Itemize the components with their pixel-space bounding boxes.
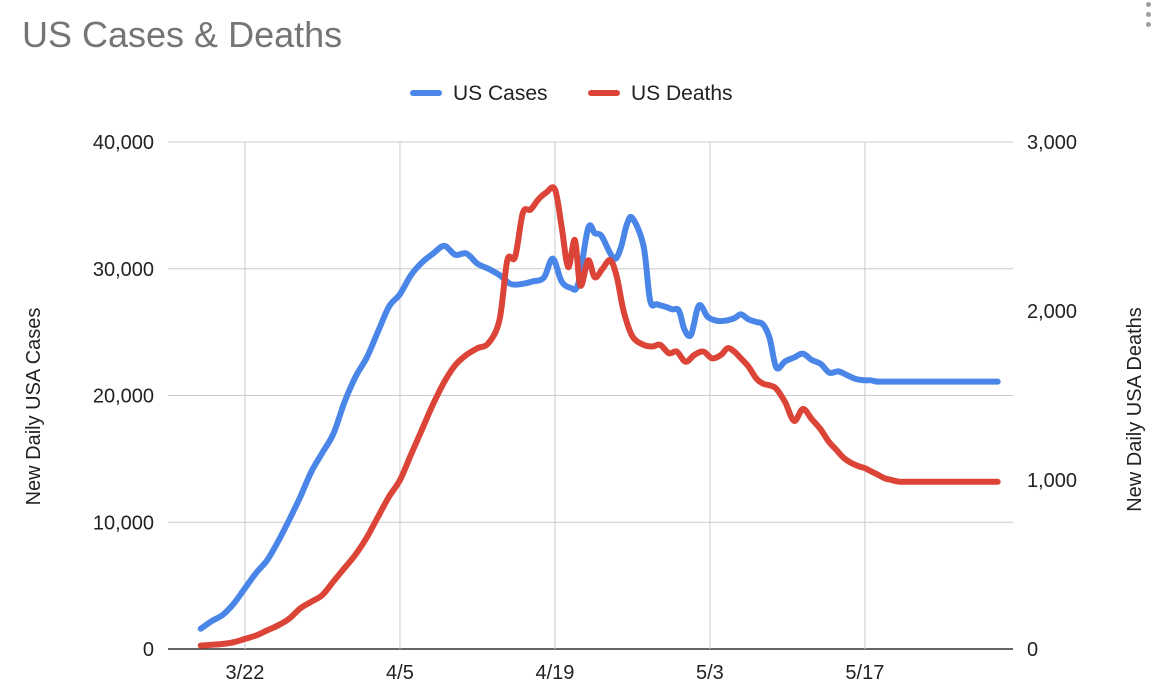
y-left-axis-title: New Daily USA Cases xyxy=(23,308,45,506)
y-left-tick-label: 40,000 xyxy=(93,132,154,154)
chart-title: US Cases & Deaths xyxy=(22,14,343,55)
series-lines xyxy=(197,184,1001,649)
axis-titles: New Daily USA Cases New Daily USA Deaths xyxy=(23,307,1146,512)
y-left-tick-label: 20,000 xyxy=(93,386,154,408)
more-options-icon[interactable] xyxy=(1146,2,1154,32)
y-left-tick-label: 0 xyxy=(143,639,154,661)
series-line-us-cases xyxy=(197,213,1001,632)
tick-labels: 0 10,000 20,000 30,000 40,000 0 1,000 2,000 3,00… xyxy=(93,132,1077,684)
y-left-tick-label: 30,000 xyxy=(93,259,154,281)
grid-lines xyxy=(168,141,1013,650)
y-left-tick-label: 10,000 xyxy=(93,512,154,534)
legend: US Cases US Deaths xyxy=(410,82,733,105)
x-tick-label: 4/19 xyxy=(535,662,574,684)
y-right-tick-label: 2,000 xyxy=(1027,301,1077,323)
legend-label: US Deaths xyxy=(631,82,733,105)
y-right-axis-title: New Daily USA Deaths xyxy=(1124,307,1146,512)
x-tick-label: 5/17 xyxy=(845,662,884,684)
y-right-tick-label: 0 xyxy=(1027,639,1038,661)
series-line-us-deaths xyxy=(197,184,1001,649)
y-right-tick-label: 3,000 xyxy=(1027,132,1077,154)
x-tick-label: 3/22 xyxy=(226,662,265,684)
legend-label: US Cases xyxy=(453,82,548,105)
y-right-tick-label: 1,000 xyxy=(1027,470,1077,492)
x-tick-label: 5/3 xyxy=(696,662,724,684)
x-tick-label: 4/5 xyxy=(386,662,414,684)
